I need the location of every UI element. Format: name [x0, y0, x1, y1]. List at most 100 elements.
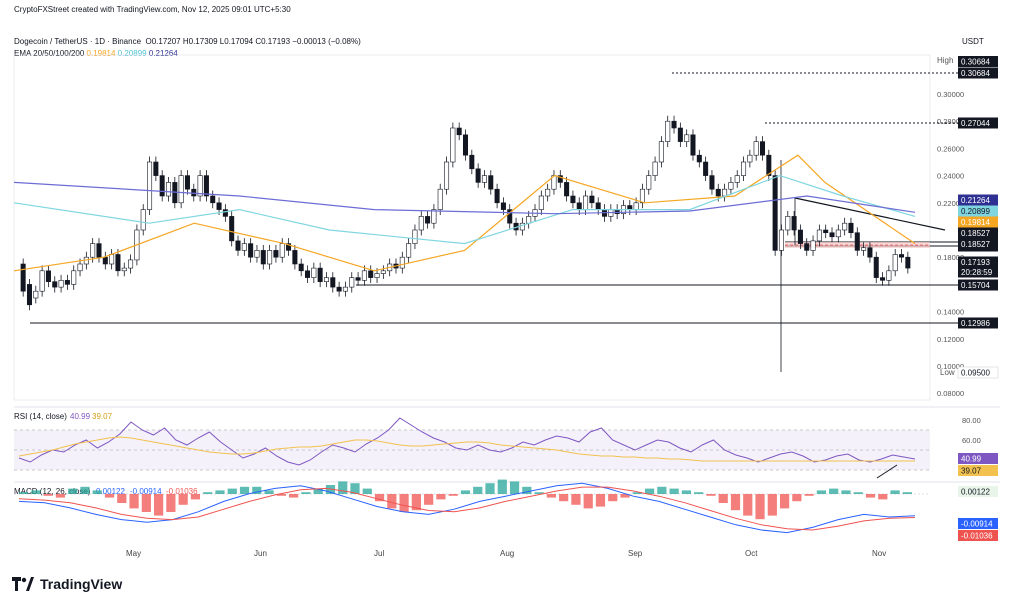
tradingview-logo-icon: [12, 577, 34, 591]
candle-body: [425, 216, 431, 224]
macd-histogram-bar: [902, 492, 912, 494]
macd-line: [18, 482, 916, 534]
level-tag-value: 0.15704: [961, 281, 990, 290]
candle-body: [545, 188, 551, 197]
rsi-tag-bg: [958, 453, 998, 464]
price-tag-value: 0.18527: [961, 229, 990, 238]
candle-body: [658, 141, 664, 163]
candle-body: [153, 161, 159, 176]
candle-body: [317, 267, 323, 282]
candle-body: [816, 229, 822, 242]
macd-histogram-bar: [154, 494, 164, 516]
candle-body: [210, 195, 216, 204]
candle-body: [109, 254, 115, 265]
candle-body: [835, 229, 841, 238]
candle-body: [728, 182, 734, 190]
candle-body: [159, 175, 165, 197]
candle-body: [469, 154, 475, 170]
candle-body: [671, 120, 677, 129]
macd-histogram-bar: [227, 488, 237, 494]
time-axis-label: Jun: [254, 549, 267, 558]
macd-histogram-bar: [816, 490, 827, 494]
macd-histogram-bar: [141, 494, 151, 512]
macd-histogram-bar: [460, 490, 471, 494]
candle-body: [450, 127, 456, 163]
macd-histogram-bar: [411, 494, 421, 511]
candle-body: [128, 259, 134, 269]
macd-histogram-bar: [755, 494, 765, 520]
high-label: High: [937, 56, 953, 65]
rsi-ma-line: [18, 436, 915, 462]
macd-histogram-bar: [387, 494, 397, 509]
macd-histogram-bar: [80, 486, 90, 494]
macd-histogram-bar: [509, 481, 520, 494]
macd-histogram-bar: [669, 488, 679, 494]
candle-body: [696, 154, 702, 163]
candle-body: [576, 202, 582, 210]
macd-histogram-bar: [399, 494, 409, 512]
candle-body: [292, 250, 298, 265]
macd-histogram-bar: [779, 494, 790, 509]
price-tag-bg: [958, 256, 998, 268]
candle-body: [481, 175, 487, 183]
macd-histogram-bar: [289, 494, 299, 498]
candle-body: [178, 175, 184, 204]
candle-body: [260, 250, 266, 265]
price-tag-bg: [958, 266, 998, 278]
price-tag-value: 0.20899: [961, 207, 990, 216]
macd-histogram-bar: [497, 479, 507, 494]
ema50-line: [13, 174, 916, 245]
macd-histogram-bar: [448, 494, 458, 496]
candle-body: [488, 175, 494, 190]
candle-body: [216, 202, 222, 210]
candle-body: [873, 256, 879, 278]
candle-body: [892, 254, 898, 272]
candle-body: [570, 195, 576, 204]
candle-body: [842, 222, 848, 231]
macd-hist-value-label: 0.00122: [96, 487, 125, 496]
candle-body: [810, 240, 816, 251]
candle-body: [267, 250, 273, 265]
candle-body: [286, 243, 292, 251]
symbol-info: Dogecoin / TetherUS · 1D · Binance O0.17…: [14, 37, 361, 46]
macd-histogram-bar: [841, 490, 851, 494]
candle-body: [690, 134, 696, 156]
macd-histogram-bar: [264, 490, 274, 494]
candle-body: [519, 222, 525, 231]
candle-body: [475, 168, 481, 183]
macd-histogram-bar: [313, 488, 323, 494]
ema200-line: [13, 181, 916, 215]
candle-body: [595, 202, 601, 210]
time-axis-label: Sep: [628, 549, 643, 558]
level-tag-value: 0.12986: [961, 319, 990, 328]
candle-body: [848, 222, 854, 234]
price-tag-value: 0.17193: [961, 258, 990, 267]
candle-body: [374, 273, 380, 278]
candle-body: [406, 243, 412, 258]
rsi-ma-tag-bg: [958, 465, 998, 476]
candle-body: [905, 256, 911, 269]
low-tag-bg: [957, 366, 999, 379]
macd-histogram-bar: [485, 483, 495, 494]
macd-histogram-bar: [632, 492, 642, 494]
price-tag-value: 0.18527: [961, 240, 990, 249]
candle-body: [298, 263, 304, 272]
price-tag-value: 20:28:59: [961, 268, 993, 277]
candle-body: [311, 267, 317, 278]
candle-body: [235, 240, 241, 251]
macd-histogram-bar: [620, 494, 630, 498]
candle-body: [77, 263, 83, 272]
rsi-title: RSI (14, close): [14, 412, 67, 421]
rsi-ma-tag-value: 39.07: [961, 467, 982, 476]
candle-body: [197, 175, 203, 197]
candle-body: [140, 209, 146, 231]
candle-body: [677, 127, 683, 142]
created-caption: CryptoFXStreet created with TradingView.…: [14, 5, 291, 14]
candle-body: [184, 175, 190, 190]
price-axis-tick: 0.28000: [937, 117, 964, 126]
level-tag-bg: [958, 279, 998, 291]
price-axis-tick: 0.08000: [937, 389, 964, 398]
price-tag-bg: [958, 216, 998, 228]
candle-body: [342, 286, 348, 292]
